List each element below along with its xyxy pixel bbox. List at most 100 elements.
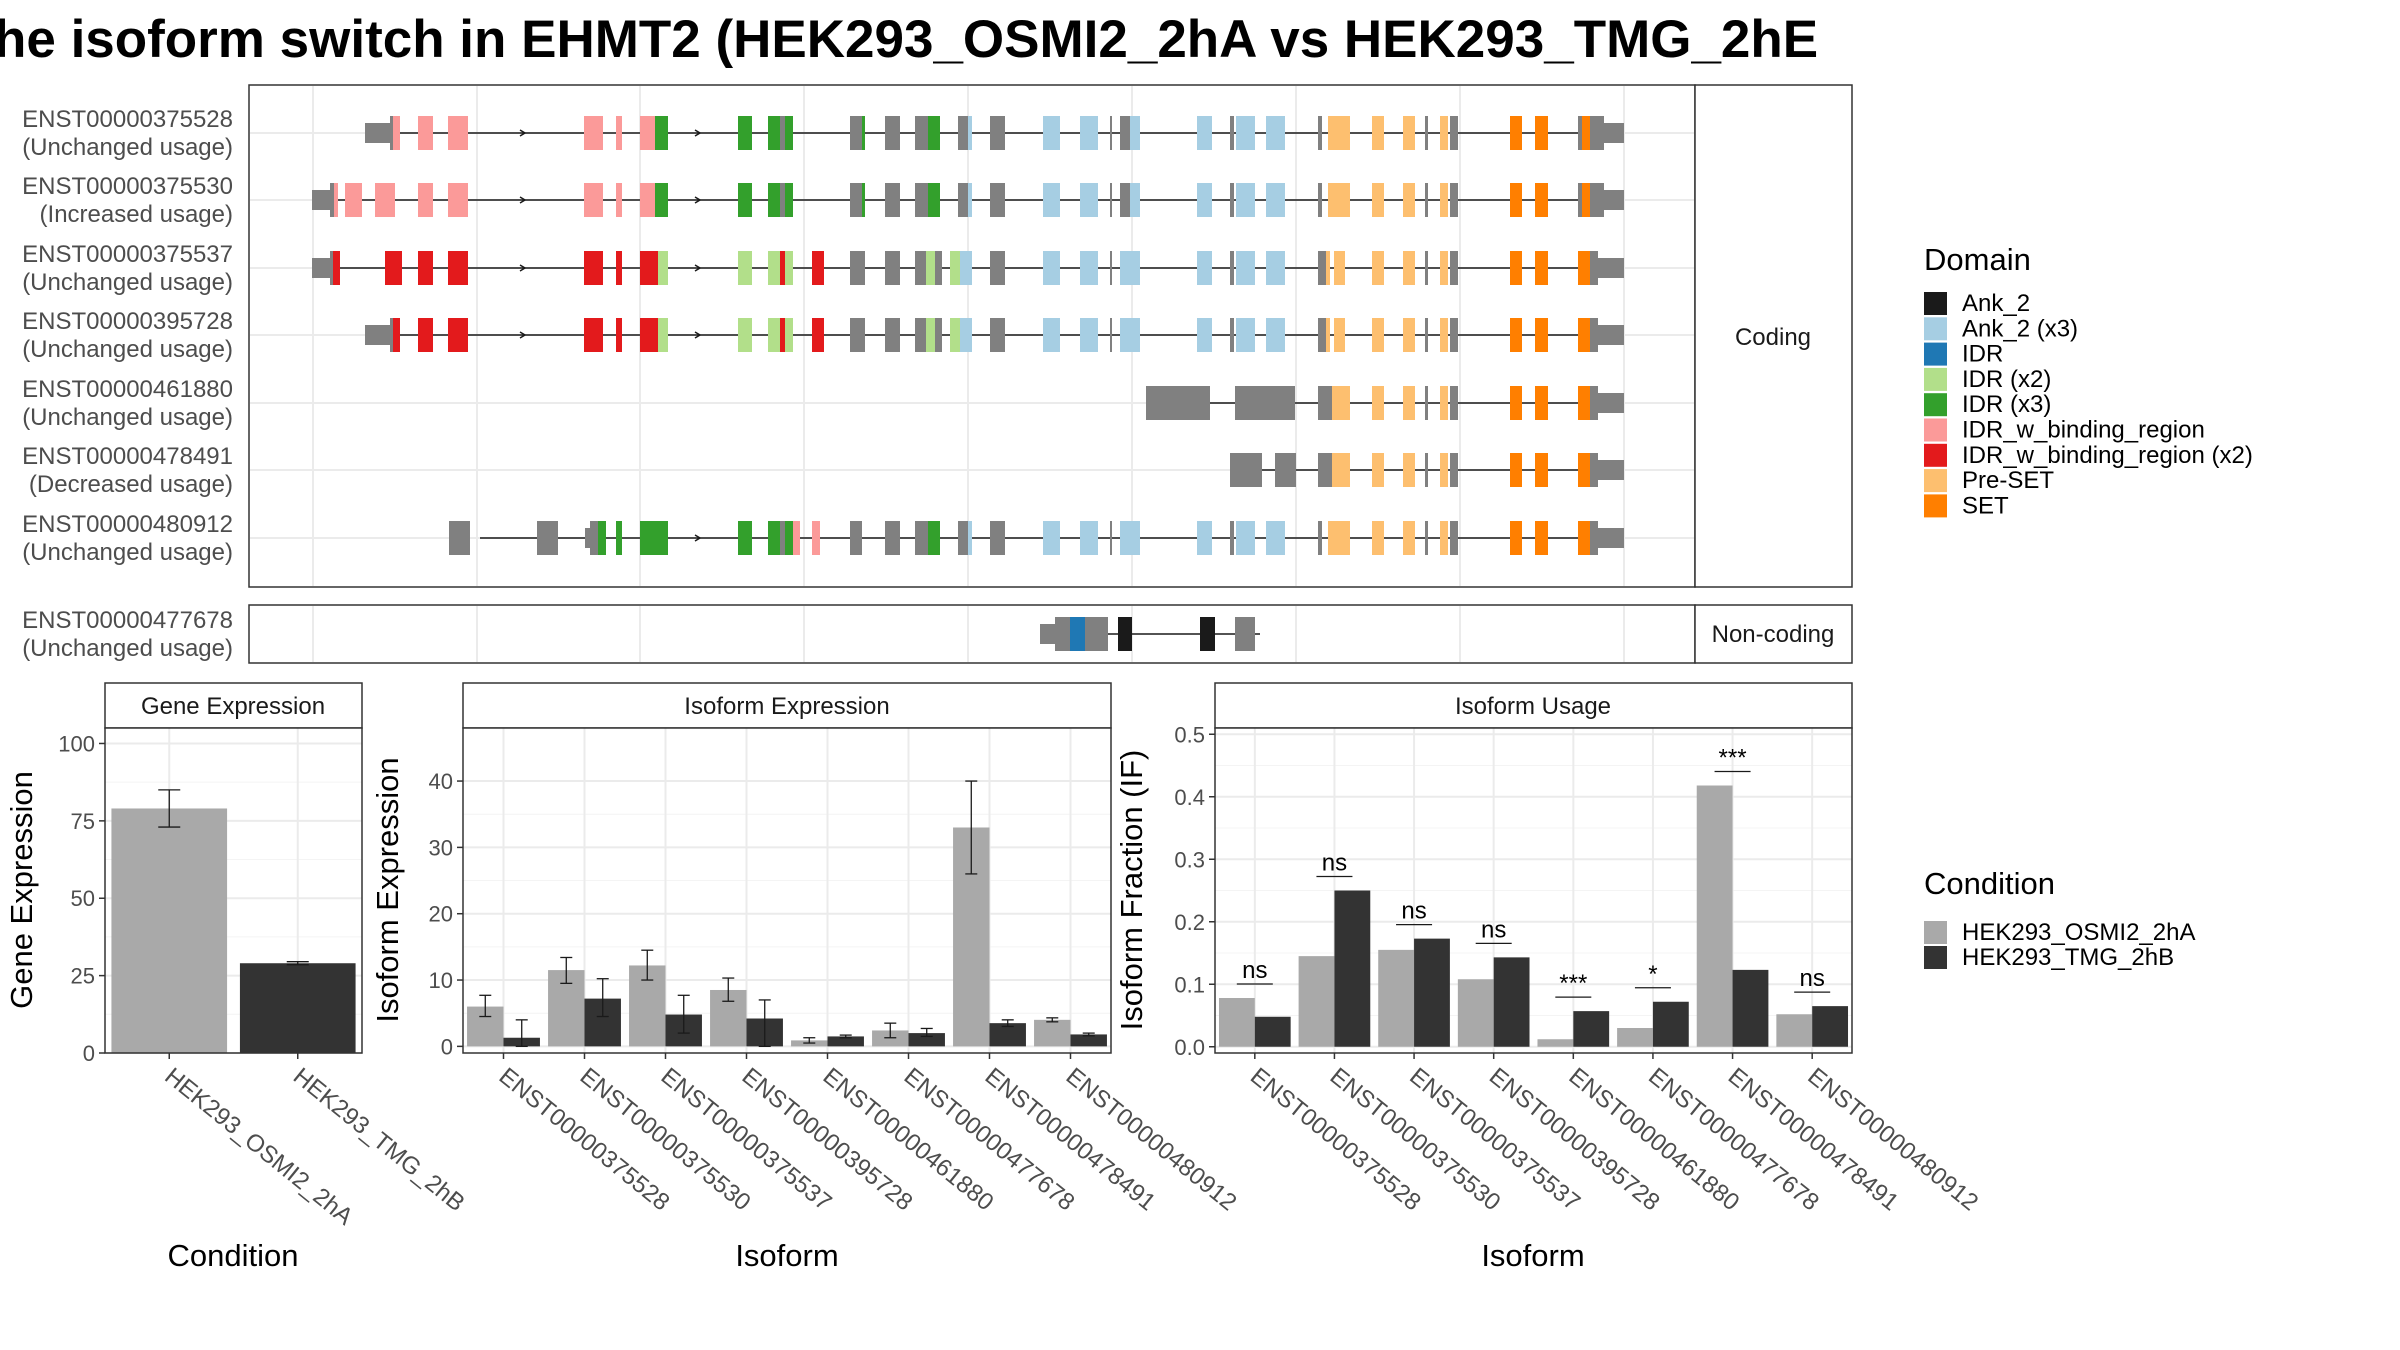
exon: [640, 521, 656, 555]
exon: [1230, 116, 1234, 150]
y-tick-label: 10: [429, 968, 453, 993]
y-tick-label: 0.1: [1174, 972, 1205, 997]
exon: [1510, 386, 1522, 420]
exon: [1318, 251, 1326, 285]
bar: [872, 1030, 909, 1047]
bar: [239, 963, 356, 1053]
exon: [585, 528, 590, 548]
legend-swatch: [1924, 292, 1947, 315]
exon: [780, 318, 785, 352]
exon: [780, 116, 785, 150]
exon: [616, 183, 622, 217]
legend-swatch: [1924, 946, 1947, 969]
exon: [1040, 624, 1055, 644]
bar: [1696, 785, 1733, 1047]
y-tick-label: 75: [71, 809, 95, 834]
bar: [1537, 1039, 1574, 1047]
bar: [1034, 1019, 1071, 1047]
y-tick-label: 0.4: [1174, 785, 1205, 810]
legend-swatch: [1924, 494, 1947, 518]
transcript-id-label: ENST00000478491: [22, 443, 233, 470]
exon: [1594, 528, 1624, 548]
exon: [1266, 318, 1285, 352]
exon: [1450, 251, 1458, 285]
exon: [365, 123, 395, 143]
exon: [1582, 116, 1590, 150]
y-tick-label: 0: [83, 1041, 95, 1066]
exon: [1200, 617, 1215, 651]
transcript-id-label: ENST00000395728: [22, 308, 233, 335]
transcript-track: [449, 521, 1624, 555]
exon: [1120, 183, 1130, 217]
bar: [1812, 1006, 1849, 1047]
isoform-expression-title: Isoform Expression: [684, 693, 889, 720]
exon: [1197, 183, 1212, 217]
domain-legend-item: IDR_w_binding_region (x2): [1924, 442, 2253, 469]
legend-label: IDR_w_binding_region (x2): [1962, 442, 2253, 469]
direction-arrow: [694, 331, 702, 339]
exon: [584, 251, 603, 285]
exon: [1080, 318, 1098, 352]
exon: [390, 318, 393, 352]
transcript-id-label: ENST00000375537: [22, 241, 233, 268]
exon: [1510, 318, 1522, 352]
domain-legend-item: SET: [1924, 492, 2009, 519]
exon: [330, 183, 334, 217]
exon: [1440, 521, 1448, 555]
exon: [448, 116, 468, 150]
exon: [385, 251, 402, 285]
legend-swatch: [1924, 443, 1947, 467]
noncoding-strip-label: Non-coding: [1712, 621, 1835, 648]
exon: [584, 318, 603, 352]
y-tick-label: 100: [58, 731, 95, 756]
exon: [1230, 318, 1234, 352]
exon: [885, 251, 900, 285]
exon: [1372, 521, 1384, 555]
exon: [885, 183, 900, 217]
exon: [1403, 183, 1415, 217]
condition-legend-item: HEK293_OSMI2_2hA: [1924, 919, 2195, 946]
significance-label: ***: [1559, 970, 1587, 997]
y-tick-label: 0: [441, 1034, 453, 1059]
exon: [738, 318, 752, 352]
exon: [1578, 116, 1582, 150]
transcript-usage-label: (Unchanged usage): [22, 134, 233, 161]
transcript-usage-label: (Decreased usage): [29, 471, 233, 498]
exon: [950, 318, 960, 352]
exon: [928, 183, 940, 217]
exon: [655, 183, 668, 217]
exon: [958, 521, 968, 555]
legend-label: HEK293_TMG_2hB: [1962, 944, 2174, 971]
bar: [1732, 969, 1769, 1047]
exon: [1578, 183, 1582, 217]
domain-legend-item: IDR (x2): [1924, 366, 2051, 393]
exon: [1440, 116, 1448, 150]
exon: [862, 116, 865, 150]
legend-swatch: [1924, 921, 1947, 944]
bar: [1652, 1001, 1689, 1047]
bar: [1493, 957, 1530, 1047]
exon: [950, 251, 960, 285]
exon: [312, 258, 330, 278]
error-bar: [677, 994, 690, 1034]
transcript-usage-label: (Unchanged usage): [22, 539, 233, 566]
bar: [1457, 979, 1494, 1047]
error-bar: [158, 789, 181, 828]
exon: [640, 183, 655, 217]
legend-swatch: [1924, 418, 1947, 442]
error-bar: [641, 949, 654, 981]
exon: [1450, 116, 1458, 150]
exon: [1510, 453, 1522, 487]
exon: [312, 190, 330, 210]
exon: [1535, 183, 1548, 217]
exon: [330, 251, 333, 285]
error-bar: [884, 1022, 897, 1039]
isoform-usage-strip: [1214, 682, 1853, 729]
exon: [1120, 116, 1130, 150]
exon: [1578, 251, 1590, 285]
exon: [1535, 251, 1548, 285]
exon: [1318, 116, 1322, 150]
significance-label: ns: [1242, 957, 1267, 984]
exon: [1594, 460, 1624, 480]
